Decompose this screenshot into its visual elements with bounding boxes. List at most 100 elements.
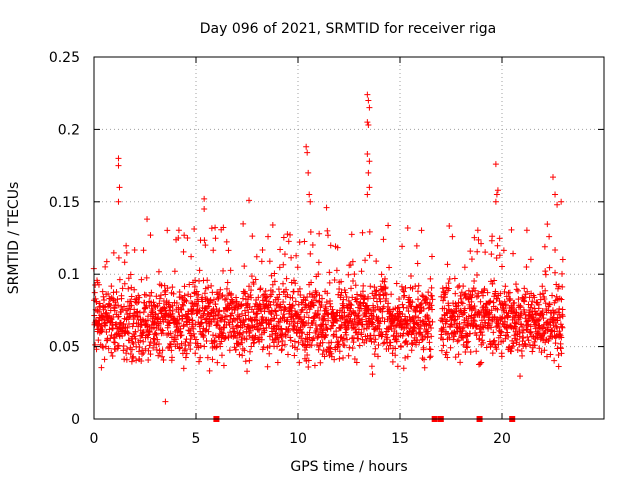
data-point bbox=[95, 337, 102, 344]
data-point bbox=[322, 331, 329, 338]
data-point bbox=[408, 347, 415, 354]
data-point bbox=[300, 318, 307, 325]
data-point bbox=[188, 253, 195, 260]
data-point bbox=[208, 282, 215, 289]
data-point bbox=[440, 297, 447, 304]
data-point bbox=[278, 342, 285, 349]
data-point bbox=[427, 353, 434, 360]
data-point bbox=[348, 302, 355, 309]
data-point bbox=[472, 306, 479, 313]
data-point bbox=[171, 268, 178, 275]
data-point bbox=[144, 216, 151, 223]
data-point bbox=[212, 235, 219, 242]
data-point bbox=[444, 354, 451, 361]
data-point bbox=[393, 338, 400, 345]
data-point bbox=[264, 363, 271, 370]
data-point bbox=[193, 336, 200, 343]
data-point bbox=[400, 293, 407, 300]
data-point bbox=[305, 364, 312, 371]
data-point bbox=[341, 286, 348, 293]
data-point bbox=[131, 286, 138, 293]
data-point bbox=[236, 351, 243, 358]
data-point bbox=[324, 326, 331, 333]
data-point bbox=[444, 261, 451, 268]
data-point bbox=[304, 352, 311, 359]
data-point bbox=[347, 305, 354, 312]
data-point bbox=[420, 305, 427, 312]
data-point bbox=[136, 294, 143, 301]
data-point bbox=[231, 307, 238, 314]
data-point bbox=[166, 307, 173, 314]
data-point bbox=[349, 258, 356, 265]
data-point bbox=[559, 313, 566, 320]
data-point bbox=[413, 341, 420, 348]
data-point bbox=[121, 280, 128, 287]
data-point bbox=[316, 230, 323, 237]
data-point bbox=[460, 283, 467, 290]
data-point bbox=[180, 322, 187, 329]
data-point bbox=[248, 273, 255, 280]
data-point bbox=[414, 288, 421, 295]
data-point bbox=[267, 301, 274, 308]
data-point bbox=[169, 302, 176, 309]
data-point bbox=[226, 329, 233, 336]
data-point bbox=[243, 336, 250, 343]
data-point bbox=[118, 308, 125, 315]
data-point bbox=[313, 297, 320, 304]
data-point bbox=[169, 284, 176, 291]
data-point bbox=[488, 324, 495, 331]
data-point bbox=[387, 339, 394, 346]
data-point bbox=[248, 343, 255, 350]
data-point bbox=[328, 353, 335, 360]
data-point bbox=[359, 321, 366, 328]
data-point bbox=[345, 297, 352, 304]
data-point bbox=[196, 358, 203, 365]
data-point bbox=[206, 367, 213, 374]
data-point bbox=[459, 300, 466, 307]
data-point bbox=[454, 284, 461, 291]
data-point bbox=[473, 348, 480, 355]
data-point bbox=[278, 334, 285, 341]
data-point bbox=[393, 330, 400, 337]
data-point bbox=[180, 302, 187, 309]
data-point bbox=[427, 275, 434, 282]
data-point bbox=[511, 299, 518, 306]
data-point bbox=[239, 345, 246, 352]
data-point bbox=[509, 343, 516, 350]
data-point bbox=[215, 290, 222, 297]
data-point bbox=[128, 302, 135, 309]
data-point bbox=[131, 247, 138, 254]
data-point bbox=[287, 314, 294, 321]
data-point bbox=[414, 260, 421, 267]
data-point bbox=[493, 346, 500, 353]
data-point bbox=[527, 323, 534, 330]
data-point bbox=[473, 293, 480, 300]
data-point bbox=[479, 332, 486, 339]
data-point bbox=[377, 298, 384, 305]
data-point bbox=[356, 307, 363, 314]
data-point bbox=[538, 325, 545, 332]
data-point bbox=[380, 236, 387, 243]
data-point bbox=[461, 291, 468, 298]
data-point bbox=[504, 321, 511, 328]
data-point bbox=[429, 306, 436, 313]
data-point bbox=[352, 282, 359, 289]
data-point bbox=[519, 352, 526, 359]
data-point bbox=[115, 254, 122, 261]
data-point bbox=[492, 161, 499, 168]
data-point bbox=[555, 363, 562, 370]
data-point bbox=[206, 313, 213, 320]
data-point bbox=[327, 325, 334, 332]
data-point bbox=[396, 296, 403, 303]
data-point bbox=[276, 264, 283, 271]
data-point bbox=[410, 324, 417, 331]
data-point bbox=[115, 302, 122, 309]
data-point bbox=[514, 287, 521, 294]
data-point bbox=[121, 303, 128, 310]
data-point bbox=[429, 296, 436, 303]
data-point bbox=[265, 320, 272, 327]
data-point bbox=[401, 292, 408, 299]
data-point bbox=[315, 271, 322, 278]
data-point bbox=[283, 286, 290, 293]
data-point bbox=[196, 267, 203, 274]
